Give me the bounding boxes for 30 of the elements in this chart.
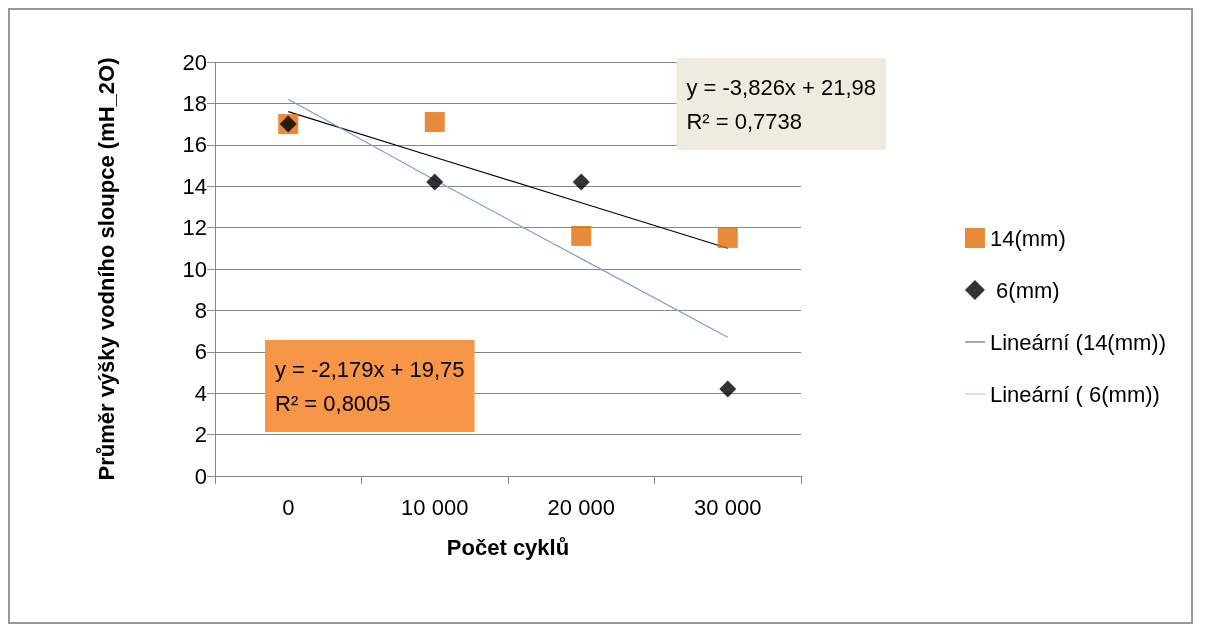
y-tick-label: 10 — [182, 256, 207, 282]
y-tick-label: 6 — [194, 339, 207, 365]
point — [571, 225, 592, 246]
y-tick-label: 0 — [194, 463, 207, 489]
point — [717, 227, 738, 248]
point — [424, 112, 445, 133]
line-series — [287, 98, 729, 338]
legend-label: Lineární ( 6(mm)) — [989, 381, 1160, 407]
x-tick-label: 20 000 — [547, 494, 615, 520]
y-tick-label: 12 — [182, 215, 207, 241]
annotation: y = -2,179x + 19,75 R² = 0,8005 — [275, 356, 465, 416]
x-tick-label: 30 000 — [694, 494, 762, 520]
point — [426, 173, 444, 191]
x-tick-label: 0 — [282, 494, 295, 520]
y-tick-label: 4 — [194, 380, 207, 406]
legend-label: Lineární (14(mm)) — [989, 329, 1166, 355]
x-axis-title: Počet cyklů — [446, 534, 570, 560]
y-tick-label: 8 — [194, 297, 207, 323]
legend-label: 6(mm) — [989, 277, 1060, 303]
point — [719, 380, 737, 398]
y-tick-label: 18 — [182, 90, 207, 116]
y-tick-label: 20 — [182, 49, 207, 75]
y-axis-title: Průměr výšky vodního sloupce (mH_2O) — [93, 57, 119, 481]
y-tick-label: 16 — [182, 132, 207, 158]
annotation: y = -3,826x + 21,98 R² = 0,7738 — [686, 74, 876, 134]
point — [572, 173, 590, 191]
legend-label: 14(mm) — [989, 225, 1066, 251]
y-tick-label: 14 — [182, 173, 207, 199]
y-tick-label: 2 — [194, 422, 207, 448]
x-tick-label: 10 000 — [401, 494, 469, 520]
